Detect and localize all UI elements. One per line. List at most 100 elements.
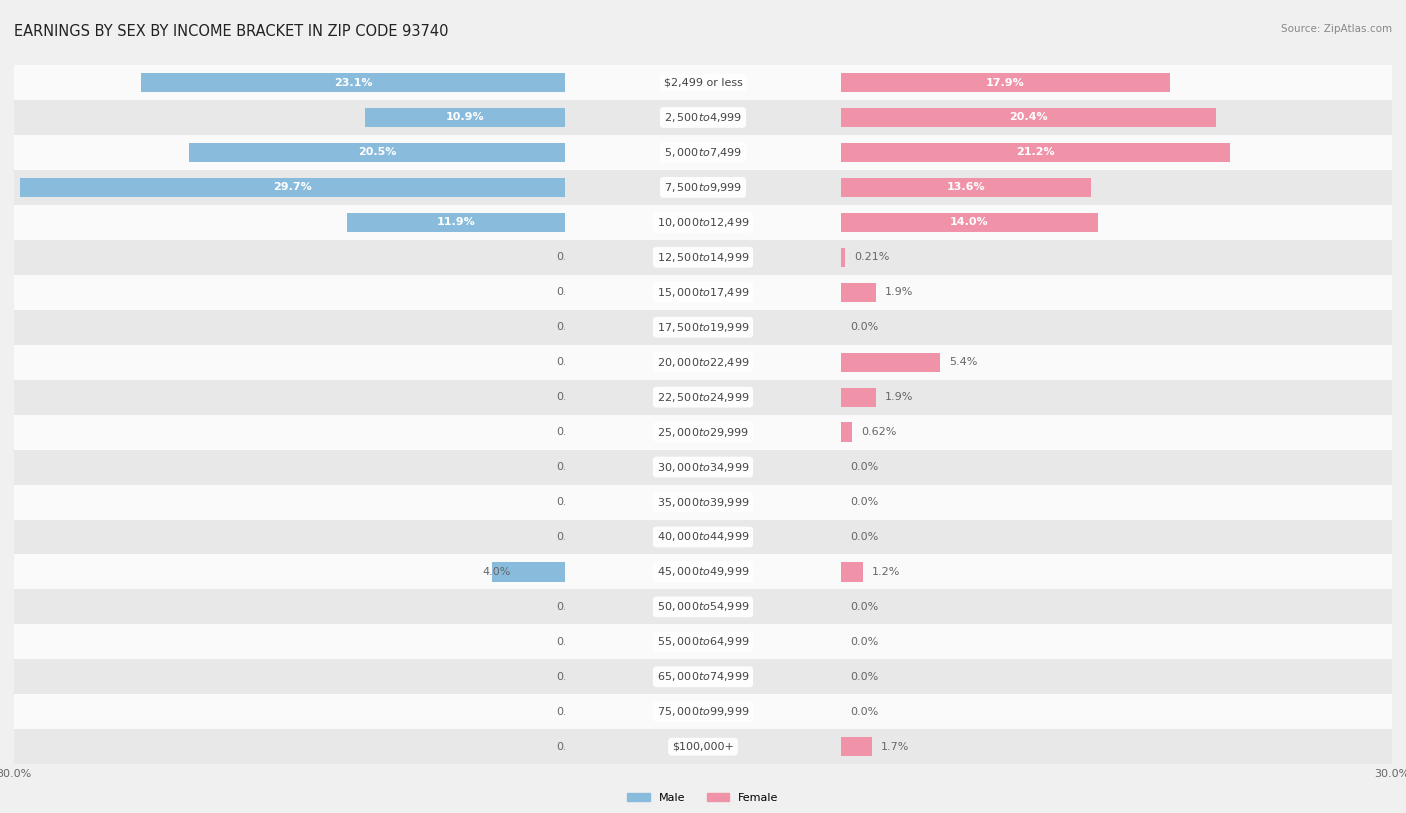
Bar	[0, 659, 1406, 694]
Text: 20.4%: 20.4%	[1010, 112, 1047, 123]
Bar	[0, 100, 1406, 135]
Bar	[0, 205, 1406, 240]
Bar	[0, 135, 1406, 170]
Bar	[841, 737, 872, 756]
Bar	[0, 310, 1406, 345]
Text: 0.0%: 0.0%	[555, 672, 585, 682]
Text: 0.0%: 0.0%	[555, 287, 585, 298]
Bar	[0, 659, 1406, 694]
Text: $55,000 to $64,999: $55,000 to $64,999	[657, 636, 749, 648]
Text: 11.9%: 11.9%	[436, 217, 475, 228]
Bar	[0, 485, 1406, 520]
Bar	[841, 143, 1230, 162]
Text: 0.0%: 0.0%	[851, 532, 879, 542]
Bar	[841, 283, 876, 302]
Bar	[0, 554, 1406, 589]
Text: 0.0%: 0.0%	[555, 427, 585, 437]
Text: Source: ZipAtlas.com: Source: ZipAtlas.com	[1281, 24, 1392, 34]
Text: 0.0%: 0.0%	[851, 637, 879, 647]
Text: 0.0%: 0.0%	[851, 602, 879, 612]
Bar	[841, 73, 1170, 92]
Text: 0.0%: 0.0%	[851, 322, 879, 333]
Bar	[0, 310, 1406, 345]
Bar	[841, 213, 1098, 232]
Bar	[0, 240, 1406, 275]
Text: 0.0%: 0.0%	[555, 357, 585, 367]
Bar	[841, 353, 941, 372]
Legend: Male, Female: Male, Female	[623, 789, 783, 807]
Bar	[0, 65, 1406, 100]
Bar	[0, 65, 1406, 100]
Text: $100,000+: $100,000+	[672, 741, 734, 752]
Text: $30,000 to $34,999: $30,000 to $34,999	[657, 461, 749, 473]
Text: $22,500 to $24,999: $22,500 to $24,999	[657, 391, 749, 403]
Bar	[0, 554, 1406, 589]
Text: $20,000 to $22,499: $20,000 to $22,499	[657, 356, 749, 368]
Bar	[0, 624, 1406, 659]
Text: 0.21%: 0.21%	[853, 252, 889, 263]
Text: 0.0%: 0.0%	[851, 672, 879, 682]
Text: 1.7%: 1.7%	[882, 741, 910, 752]
Bar	[0, 100, 1406, 135]
Text: $17,500 to $19,999: $17,500 to $19,999	[657, 321, 749, 333]
Text: 0.0%: 0.0%	[555, 497, 585, 507]
Bar	[492, 563, 565, 581]
Bar	[0, 345, 1406, 380]
Text: 29.7%: 29.7%	[273, 182, 312, 193]
Bar	[841, 178, 1091, 197]
Text: $50,000 to $54,999: $50,000 to $54,999	[657, 601, 749, 613]
Bar	[0, 729, 1406, 764]
Text: $25,000 to $29,999: $25,000 to $29,999	[657, 426, 749, 438]
Text: $5,000 to $7,499: $5,000 to $7,499	[664, 146, 742, 159]
Text: 21.2%: 21.2%	[1017, 147, 1054, 158]
Bar	[0, 170, 1406, 205]
Bar	[0, 380, 1406, 415]
Text: 17.9%: 17.9%	[986, 77, 1025, 88]
Bar	[0, 729, 1406, 764]
Text: 0.0%: 0.0%	[555, 532, 585, 542]
Bar	[0, 694, 1406, 729]
Text: 4.0%: 4.0%	[482, 567, 510, 577]
Bar	[0, 380, 1406, 415]
Bar	[0, 345, 1406, 380]
Bar	[841, 423, 852, 441]
Bar	[0, 450, 1406, 485]
Bar	[0, 205, 1406, 240]
Bar	[0, 135, 1406, 170]
Text: 0.0%: 0.0%	[555, 637, 585, 647]
Bar	[0, 485, 1406, 520]
Bar	[0, 450, 1406, 485]
Bar	[0, 100, 1406, 135]
Bar	[0, 170, 1406, 205]
Bar	[0, 589, 1406, 624]
Bar	[0, 205, 1406, 240]
Bar	[0, 380, 1406, 415]
Bar	[0, 589, 1406, 624]
Bar	[0, 240, 1406, 275]
Text: EARNINGS BY SEX BY INCOME BRACKET IN ZIP CODE 93740: EARNINGS BY SEX BY INCOME BRACKET IN ZIP…	[14, 24, 449, 39]
Bar	[0, 240, 1406, 275]
Bar	[0, 520, 1406, 554]
Bar	[0, 170, 1406, 205]
Bar	[0, 415, 1406, 450]
Bar	[0, 415, 1406, 450]
Bar	[0, 450, 1406, 485]
Text: 0.0%: 0.0%	[555, 392, 585, 402]
Bar	[347, 213, 565, 232]
Text: $75,000 to $99,999: $75,000 to $99,999	[657, 706, 749, 718]
Bar	[0, 310, 1406, 345]
Bar	[0, 694, 1406, 729]
Text: 5.4%: 5.4%	[949, 357, 977, 367]
Bar	[0, 65, 1406, 100]
Bar	[0, 659, 1406, 694]
Text: 14.0%: 14.0%	[950, 217, 988, 228]
Bar	[0, 624, 1406, 659]
Bar	[0, 624, 1406, 659]
Text: 0.0%: 0.0%	[555, 602, 585, 612]
Text: 1.2%: 1.2%	[872, 567, 900, 577]
Text: $40,000 to $44,999: $40,000 to $44,999	[657, 531, 749, 543]
Bar	[0, 415, 1406, 450]
Text: 0.0%: 0.0%	[555, 462, 585, 472]
Bar	[0, 520, 1406, 554]
Text: 0.0%: 0.0%	[555, 322, 585, 333]
